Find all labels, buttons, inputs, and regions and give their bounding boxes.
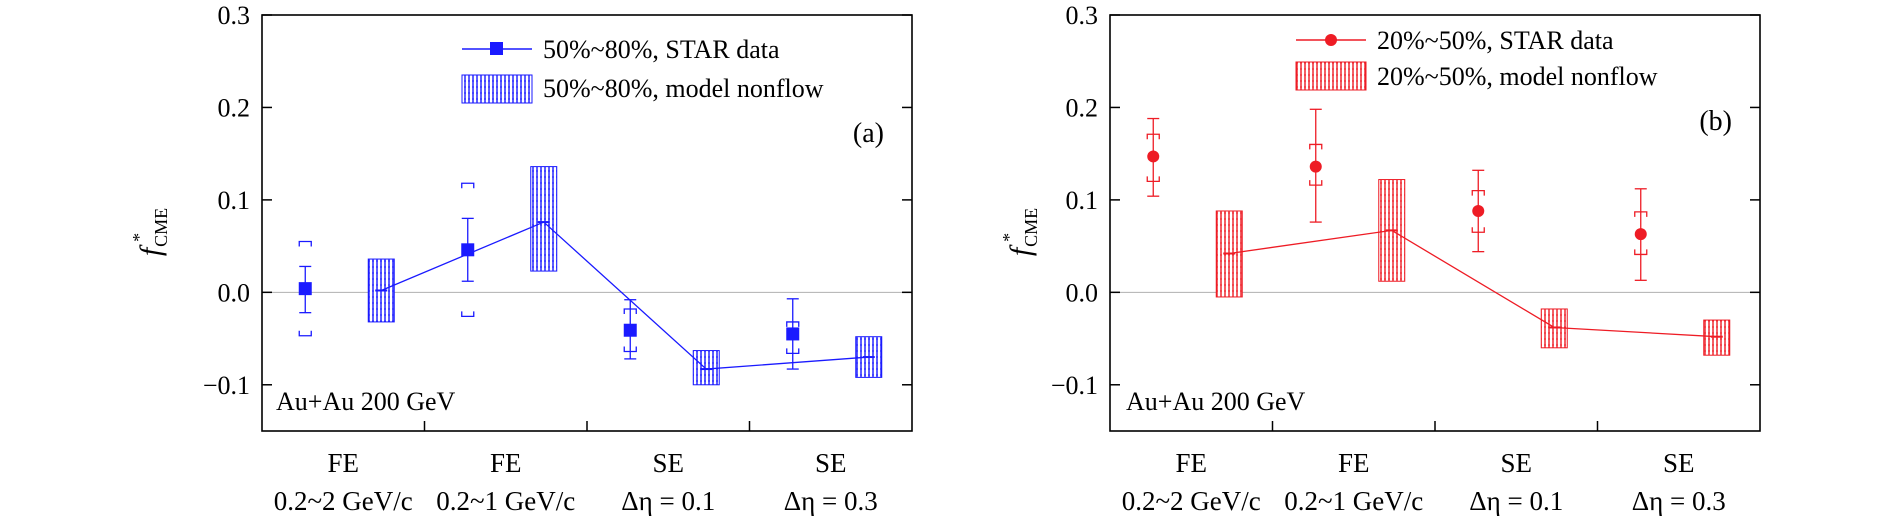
x-axis-categories: FE 0.2~2 GeV/c FE 0.2~1 GeV/c SE Δη = 0.1 SE Δη… — [274, 421, 878, 516]
data-point-square — [786, 327, 800, 341]
sys-bracket-bottom — [623, 346, 637, 353]
x-category-label: FE — [1338, 448, 1370, 478]
chart-marks — [1110, 108, 1760, 356]
legend-swatch-band — [1295, 61, 1367, 91]
legend-marker-circle — [1325, 34, 1337, 46]
y-tick-label: −0.1 — [1051, 371, 1098, 400]
sys-bracket-top — [1634, 211, 1648, 217]
chart-marks — [262, 166, 912, 386]
panel-label: (b) — [1699, 106, 1732, 137]
sys-bracket-top — [298, 240, 312, 247]
legend-label-band: 20%~50%, model nonflow — [1377, 62, 1658, 91]
x-category-label: SE — [815, 448, 847, 478]
y-axis-label: fCME* — [999, 208, 1041, 256]
data-point-square — [461, 243, 475, 257]
y-tick-label: 0.2 — [1066, 93, 1099, 122]
sys-bracket-top — [461, 182, 475, 189]
x-category-sublabel: 0.2~1 GeV/c — [436, 486, 575, 516]
data-point-circle — [1309, 160, 1322, 173]
model-nonflow-line — [1229, 229, 1717, 338]
sys-bracket-top — [623, 308, 637, 314]
x-category-label: SE — [1663, 448, 1695, 478]
x-category-sublabel: 0.2~2 GeV/c — [1122, 486, 1261, 516]
sys-bracket-bottom — [1634, 249, 1648, 256]
legend: 20%~50%, STAR data 20%~50%, model nonflo… — [1295, 26, 1658, 91]
y-axis-ticks: 0.3 0.2 0.1 0.0 −0.1 — [1051, 1, 1760, 400]
sys-bracket-top — [1146, 133, 1160, 140]
legend-swatch-band — [461, 74, 533, 104]
y-tick-label: −0.1 — [203, 371, 250, 400]
y-tick-label: 0.1 — [218, 186, 251, 215]
y-tick-label: 0.1 — [1066, 186, 1099, 215]
sys-bracket-bottom — [1471, 227, 1485, 233]
panel-label: (a) — [853, 118, 884, 149]
x-category-sublabel: 0.2~2 GeV/c — [274, 486, 413, 516]
sys-bracket-bottom — [298, 330, 312, 337]
x-category-label: FE — [1175, 448, 1207, 478]
x-category-sublabel: Δη = 0.3 — [1632, 486, 1726, 516]
legend: 50%~80%, STAR data 50%~80%, model nonflo… — [461, 35, 824, 104]
y-axis-ticks: 0.3 0.2 0.1 0.0 −0.1 — [203, 1, 912, 400]
y-tick-label: 0.0 — [1066, 278, 1099, 307]
sys-bracket-top — [786, 321, 800, 327]
chart-panel-b: 0.3 0.2 0.1 0.0 −0.1 FE 0.2~2 GeV/c FE 0.2~1 Ge… — [999, 1, 1761, 516]
chart-panel-a: 0.3 0.2 0.1 0.0 −0.1 FE 0.2~2 GeV/c FE 0.2~1 Ge… — [129, 1, 913, 516]
x-category-sublabel: 0.2~1 GeV/c — [1284, 486, 1423, 516]
system-annotation: Au+Au 200 GeV — [1126, 387, 1306, 416]
legend-label-band: 50%~80%, model nonflow — [543, 74, 824, 103]
x-category-label: SE — [652, 448, 684, 478]
sys-bracket-bottom — [1146, 176, 1160, 183]
y-tick-label: 0.2 — [218, 93, 251, 122]
sys-bracket-bottom — [1309, 180, 1323, 186]
x-axis-categories: FE 0.2~2 GeV/c FE 0.2~1 GeV/c SE Δη = 0.1 SE Δη… — [1122, 421, 1726, 516]
sys-bracket-top — [1471, 189, 1485, 196]
legend-label-data: 50%~80%, STAR data — [543, 35, 780, 64]
y-axis-label: fCME* — [129, 208, 171, 256]
system-annotation: Au+Au 200 GeV — [276, 387, 456, 416]
y-tick-label: 0.3 — [1066, 1, 1099, 30]
sys-bracket-top — [1309, 143, 1323, 150]
data-point-circle — [1472, 204, 1485, 217]
x-category-label: FE — [490, 448, 522, 478]
model-nonflow-line — [380, 221, 869, 370]
x-category-label: FE — [327, 448, 359, 478]
data-point-circle — [1634, 228, 1647, 241]
x-category-sublabel: Δη = 0.1 — [1469, 486, 1563, 516]
data-point-square — [298, 282, 312, 296]
legend-label-data: 20%~50%, STAR data — [1377, 26, 1614, 55]
data-point-square — [623, 323, 637, 337]
model-band-box — [692, 350, 720, 386]
y-tick-label: 0.3 — [218, 1, 251, 30]
sys-bracket-bottom — [461, 311, 475, 318]
x-category-sublabel: Δη = 0.1 — [621, 486, 715, 516]
sys-bracket-bottom — [786, 348, 800, 354]
data-point-circle — [1147, 150, 1160, 163]
y-tick-label: 0.0 — [218, 278, 251, 307]
model-band-box — [530, 166, 558, 272]
x-category-sublabel: Δη = 0.3 — [784, 486, 878, 516]
legend-marker-square — [490, 42, 503, 55]
x-category-label: SE — [1500, 448, 1532, 478]
